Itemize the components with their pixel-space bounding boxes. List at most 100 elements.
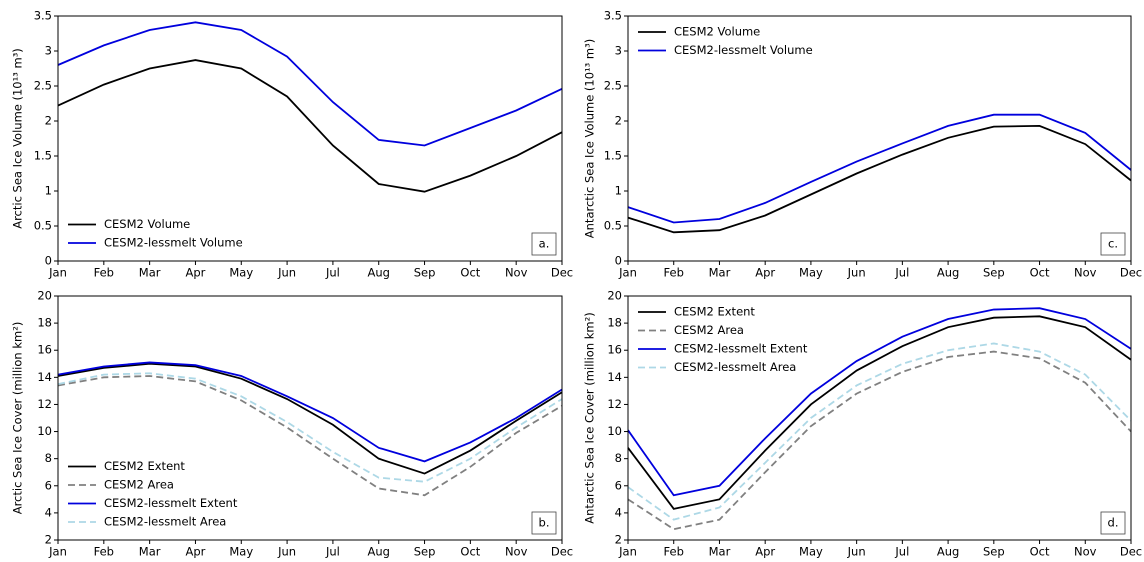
x-tick-label: May [229,266,253,280]
y-tick-label: 2 [45,114,52,128]
panel-label: b. [539,516,550,530]
series-line [57,375,563,497]
y-tick-label: 8 [615,451,622,465]
legend-label: CESM2-lessmelt Area [674,360,796,374]
x-tick-label: Jun [277,545,296,559]
y-tick-label: 14 [607,370,622,384]
legend-label: CESM2-lessmelt Volume [674,43,813,57]
y-tick-label: 1 [45,184,52,198]
x-tick-label: Jul [894,266,909,280]
y-tick-label: 2 [615,533,622,547]
legend-label: CESM2-lessmelt Area [104,515,226,529]
y-tick-label: 0.5 [34,219,52,233]
x-tick-label: Jun [277,266,296,280]
legend-label: CESM2-lessmelt Extent [104,496,238,510]
panel-label: c. [1108,237,1118,251]
series-line [627,307,1132,497]
x-tick-label: Dec [551,266,573,280]
y-tick-label: 6 [45,478,52,492]
x-tick-label: Nov [1074,545,1097,559]
legend-label: CESM2 Volume [674,25,760,39]
x-tick-label: Feb [664,266,684,280]
x-tick-label: Jul [325,545,340,559]
x-tick-label: May [229,545,253,559]
x-tick-label: Jan [48,545,67,559]
y-tick-label: 20 [607,289,622,303]
x-tick-label: Nov [505,266,528,280]
x-tick-label: Aug [367,266,389,280]
panel-label-box [1100,511,1126,535]
panel-label-box [531,511,557,535]
series-line [627,124,1132,234]
panel-label-box [1100,232,1126,256]
series-line [57,21,563,147]
y-tick-label: 10 [607,424,622,438]
series-line [57,362,563,475]
y-tick-label: 2.5 [604,79,622,93]
y-tick-label: 10 [37,424,52,438]
plot-frame [57,295,563,541]
y-tick-label: 3.5 [34,9,52,23]
x-tick-label: Mar [139,545,161,559]
x-tick-label: Mar [709,545,731,559]
x-tick-label: Oct [1030,266,1050,280]
y-tick-label: 16 [37,343,52,357]
x-tick-label: Apr [755,266,775,280]
y-tick-label: 3 [45,44,52,58]
x-tick-label: Aug [937,266,959,280]
x-tick-label: Oct [1030,545,1050,559]
legend-label: CESM2 Volume [104,217,190,231]
x-tick-label: Mar [139,266,161,280]
y-tick-label: 20 [37,289,52,303]
x-tick-label: May [799,545,823,559]
legend-label: CESM2 Extent [104,459,185,473]
series-line [627,342,1132,521]
y-tick-label: 3 [615,44,622,58]
y-tick-label: 4 [615,505,622,519]
y-tick-label: 1.5 [604,149,622,163]
panel-label: d. [1108,516,1119,530]
panel-label: a. [539,237,550,251]
y-tick-label: 0 [45,254,52,268]
y-tick-label: 2 [45,533,52,547]
y-axis-label: Antarctic Sea Ice Volume (10¹³ m³) [583,39,597,238]
x-tick-label: Nov [505,545,528,559]
x-tick-label: Dec [551,545,573,559]
x-tick-label: Oct [460,266,480,280]
x-tick-label: Jan [618,545,637,559]
x-tick-label: Mar [709,266,731,280]
y-tick-label: 14 [37,370,52,384]
panel-label-box [531,232,557,256]
series-line [57,361,563,463]
x-tick-label: Aug [367,545,389,559]
x-tick-label: Feb [94,545,114,559]
legend-label: CESM2 Area [674,323,744,337]
x-tick-label: Jan [618,266,637,280]
y-axis-label: Antarctic Sea Ice Cover (million km²) [583,312,597,523]
series-line [57,59,563,193]
series-line [627,315,1132,510]
x-tick-label: Jul [325,266,340,280]
x-tick-label: Sep [983,545,1005,559]
x-tick-label: Oct [460,545,480,559]
series-line [627,350,1132,531]
y-tick-label: 2 [615,114,622,128]
x-tick-label: Aug [937,545,959,559]
y-tick-label: 0 [615,254,622,268]
x-tick-label: Nov [1074,266,1097,280]
legend-label: CESM2-lessmelt Extent [674,342,808,356]
series-line [57,372,563,483]
x-tick-label: Dec [1120,266,1142,280]
x-tick-label: May [799,266,823,280]
x-tick-label: Feb [94,266,114,280]
y-tick-label: 1.5 [34,149,52,163]
x-tick-label: Apr [755,545,775,559]
y-tick-label: 18 [607,316,622,330]
y-tick-label: 4 [45,505,52,519]
x-tick-label: Sep [414,266,436,280]
x-tick-label: Jan [48,266,67,280]
series-line [627,113,1132,224]
plot-frame [627,295,1132,541]
x-tick-label: Apr [186,545,206,559]
